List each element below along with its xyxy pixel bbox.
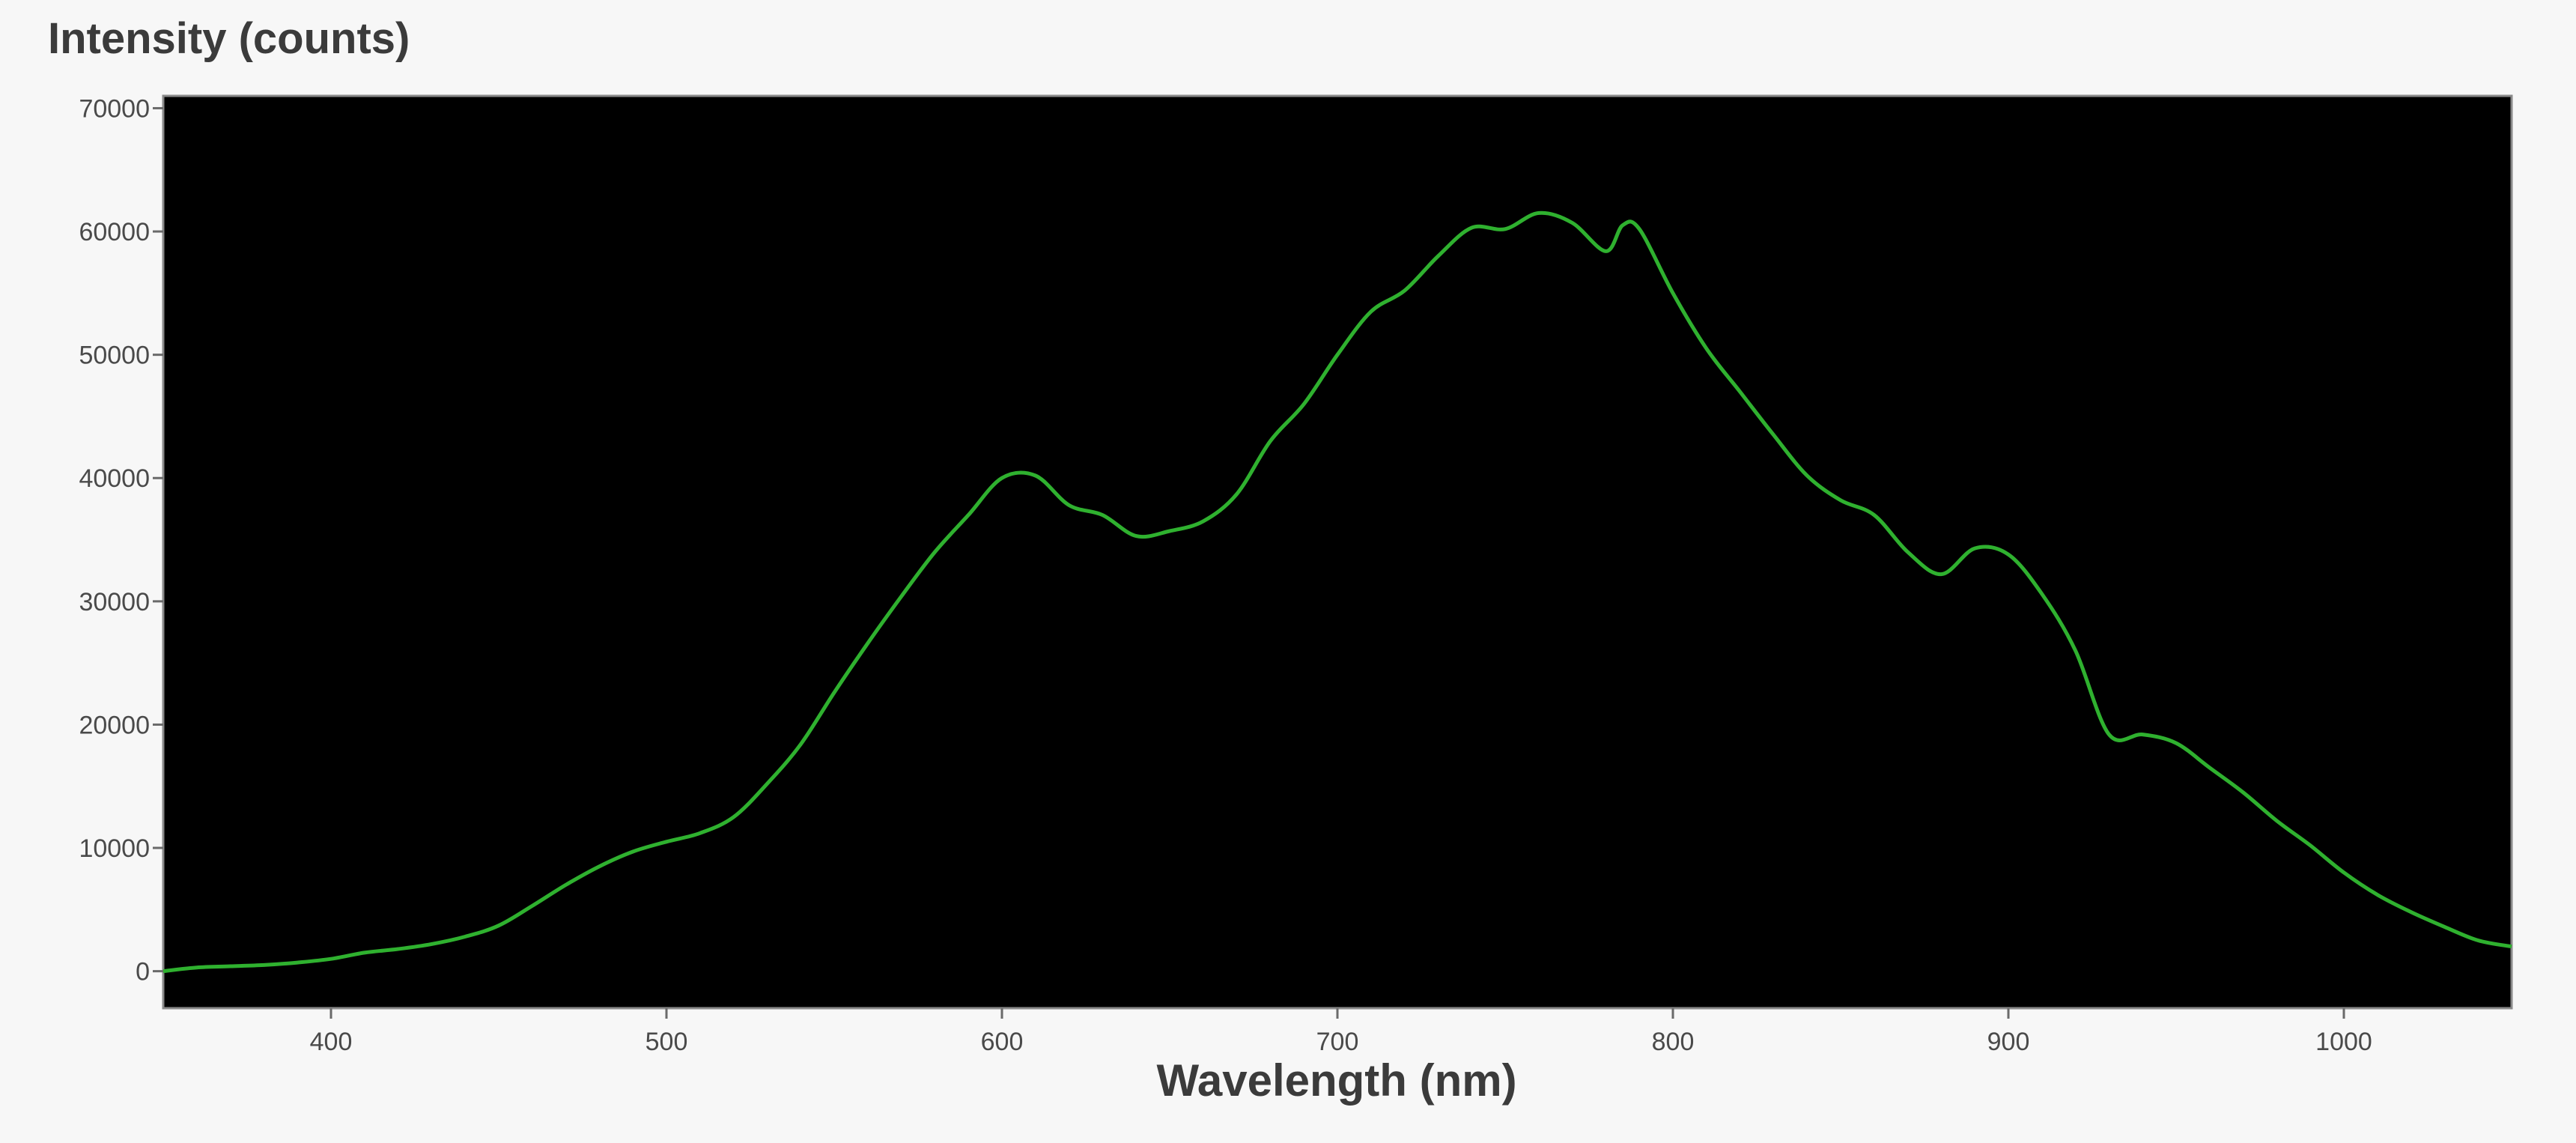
x-tick-label: 600	[981, 1028, 1024, 1056]
y-tick-label: 70000	[79, 94, 150, 123]
x-tick-label: 1000	[2315, 1028, 2372, 1056]
y-tick-label: 0	[136, 958, 150, 986]
y-tick-label: 20000	[79, 711, 150, 739]
y-axis: 0 10000 20000 30000 40000 50000 60000 70000	[79, 94, 163, 986]
x-tick-label: 800	[1652, 1028, 1695, 1056]
y-tick-label: 30000	[79, 588, 150, 616]
y-axis-label: Intensity (counts)	[48, 14, 410, 63]
y-tick-label: 40000	[79, 464, 150, 493]
plot-area	[162, 94, 2513, 1010]
y-tick-label: 50000	[79, 342, 150, 370]
x-tick-label: 900	[1987, 1028, 2030, 1056]
x-axis: 400 500 600 700 800 900 1000	[310, 1008, 2372, 1056]
y-tick-label: 60000	[79, 218, 150, 246]
x-tick-label: 500	[645, 1028, 688, 1056]
y-tick-label: 10000	[79, 834, 150, 863]
spectrum-line	[162, 210, 2512, 974]
x-tick-label: 700	[1316, 1028, 1359, 1056]
x-tick-label: 400	[310, 1028, 353, 1056]
x-axis-label: Wavelength (nm)	[1156, 1055, 1517, 1106]
